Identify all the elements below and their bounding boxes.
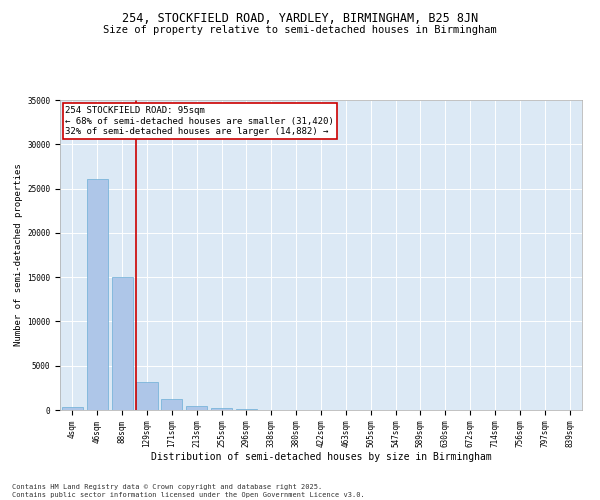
Bar <box>112 276 133 410</box>
Bar <box>186 406 207 410</box>
X-axis label: Distribution of semi-detached houses by size in Birmingham: Distribution of semi-detached houses by … <box>151 452 491 462</box>
Text: Contains HM Land Registry data © Crown copyright and database right 2025.
Contai: Contains HM Land Registry data © Crown c… <box>12 484 365 498</box>
Text: 254, STOCKFIELD ROAD, YARDLEY, BIRMINGHAM, B25 8JN: 254, STOCKFIELD ROAD, YARDLEY, BIRMINGHA… <box>122 12 478 26</box>
Text: Size of property relative to semi-detached houses in Birmingham: Size of property relative to semi-detach… <box>103 25 497 35</box>
Bar <box>87 179 108 410</box>
Text: 254 STOCKFIELD ROAD: 95sqm
← 68% of semi-detached houses are smaller (31,420)
32: 254 STOCKFIELD ROAD: 95sqm ← 68% of semi… <box>65 106 334 136</box>
Bar <box>161 400 182 410</box>
Bar <box>136 382 158 410</box>
Y-axis label: Number of semi-detached properties: Number of semi-detached properties <box>14 164 23 346</box>
Bar <box>62 408 83 410</box>
Bar <box>211 408 232 410</box>
